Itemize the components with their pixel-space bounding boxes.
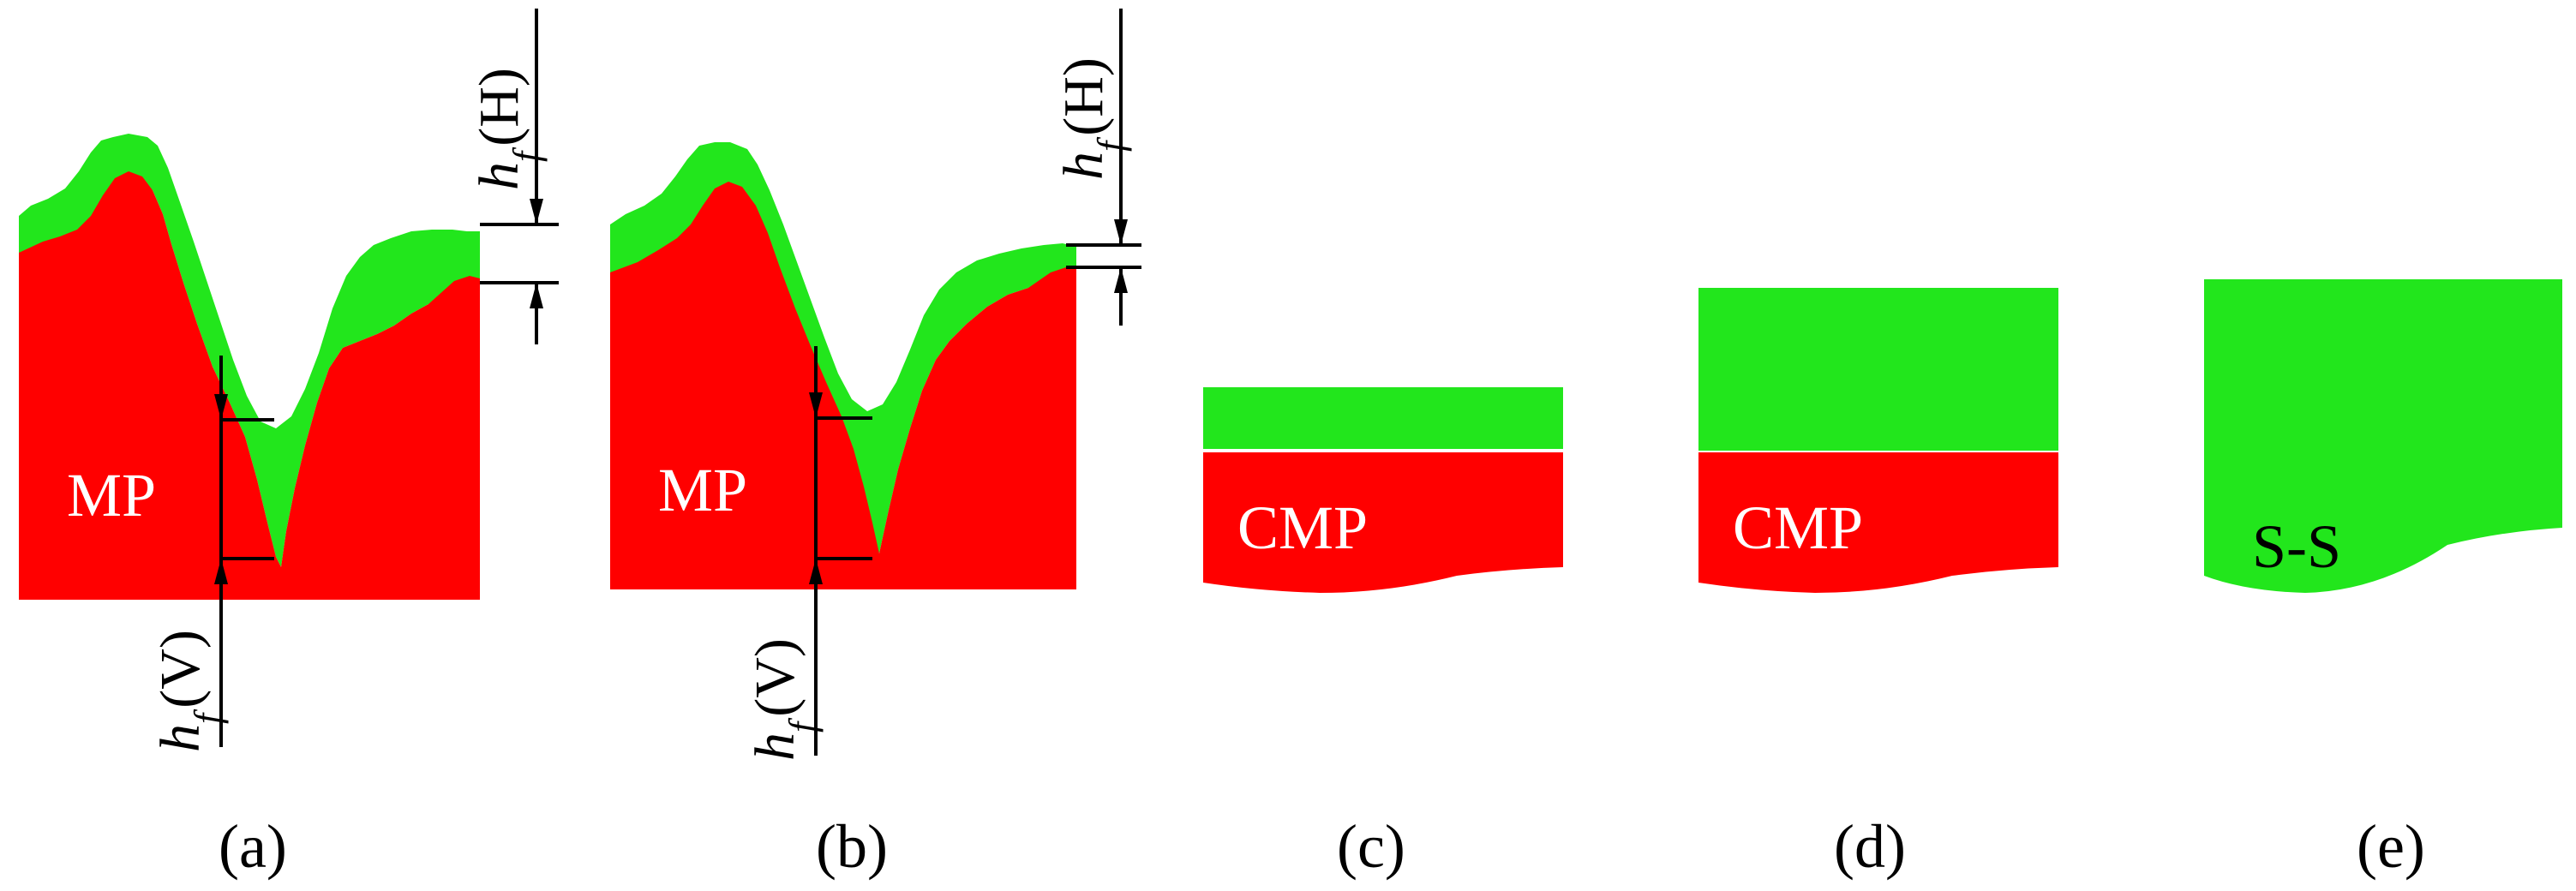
panel-b-h-arrowhead-up	[1114, 267, 1128, 293]
panel-a-substrate-label: MP	[67, 461, 156, 529]
panel-d: CMP (d)	[1698, 288, 2058, 881]
panel-c-caption: (c)	[1337, 812, 1405, 881]
panel-a-h-arrowhead-up	[530, 283, 543, 308]
panel-e: S-S (e)	[2204, 279, 2562, 881]
panel-c-substrate-cmp	[1203, 452, 1563, 593]
panel-a-caption: (a)	[219, 812, 287, 881]
panel-b-hf-h-label: hf(H)	[1052, 57, 1132, 180]
panel-a-v-arrowhead-down	[214, 394, 228, 420]
panel-b-substrate-mp	[610, 182, 1076, 589]
panel-d-substrate-label: CMP	[1733, 493, 1863, 562]
panel-e-substrate-label: S-S	[2252, 512, 2341, 581]
panel-c-substrate-label: CMP	[1237, 493, 1368, 562]
panel-b-hf-v-label: hf(V)	[744, 638, 824, 761]
panel-a-v-arrowhead-up	[214, 559, 228, 584]
panel-b-v-arrowhead-down	[809, 392, 823, 418]
panel-a: MP hf(V) hf(H) (a)	[19, 9, 559, 881]
panel-a-hf-h-label: hf(H)	[468, 68, 548, 190]
panel-b-hf-v-dimension: hf(V)	[744, 346, 872, 761]
panel-d-substrate-cmp	[1698, 452, 2058, 593]
panel-a-h-arrowhead-down	[530, 199, 543, 224]
panel-b-h-arrowhead-down	[1114, 219, 1128, 245]
panel-e-deposit-s-s	[2204, 279, 2562, 593]
panel-b: MP hf(V) hf(H) (b)	[610, 9, 1141, 881]
panel-b-substrate-label: MP	[658, 456, 747, 524]
panel-d-caption: (d)	[1834, 812, 1906, 881]
panel-b-v-arrowhead-up	[809, 559, 823, 584]
panel-d-deposit-layer	[1698, 288, 2058, 451]
panel-a-hf-v-label: hf(V)	[149, 630, 229, 752]
panel-c-deposit-layer	[1203, 387, 1563, 449]
panel-a-substrate-mp	[19, 171, 480, 600]
panel-e-caption: (e)	[2357, 812, 2425, 881]
panel-b-caption: (b)	[816, 812, 888, 881]
panel-c: CMP (c)	[1203, 387, 1563, 881]
panel-a-hf-v-dimension: hf(V)	[149, 356, 274, 752]
panel-a-hf-h-dimension: hf(H)	[468, 9, 559, 344]
panel-b-hf-h-dimension: hf(H)	[1052, 9, 1141, 326]
